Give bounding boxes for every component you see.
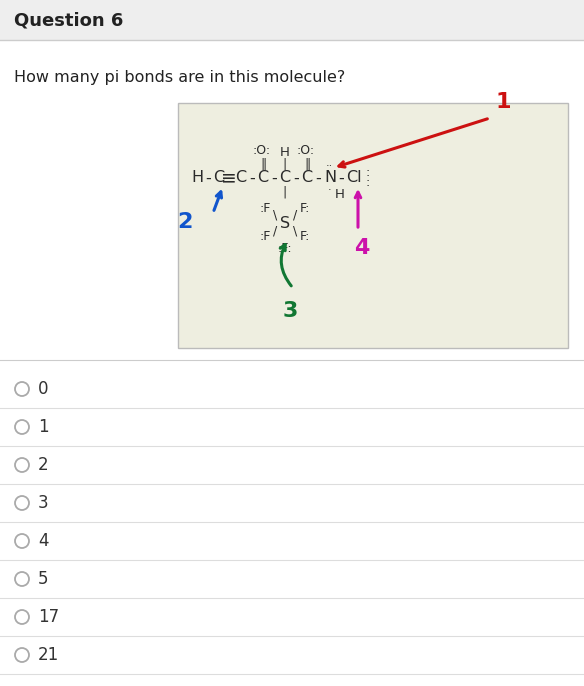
Text: 5: 5: [38, 570, 48, 588]
Text: \: \: [273, 209, 277, 222]
Text: /: /: [293, 209, 297, 222]
Text: F:: F:: [300, 230, 310, 244]
Text: 0: 0: [38, 380, 48, 398]
Text: ··: ··: [325, 161, 333, 171]
Text: S: S: [280, 215, 290, 230]
Text: C: C: [301, 171, 312, 185]
Text: :F: :F: [259, 230, 271, 244]
Text: 3: 3: [38, 494, 48, 512]
Text: |: |: [283, 185, 287, 198]
Text: ·: ·: [328, 185, 332, 195]
Text: C: C: [279, 171, 291, 185]
Text: \: \: [293, 224, 297, 237]
Text: :O:: :O:: [253, 145, 271, 158]
Text: 4: 4: [38, 532, 48, 550]
Text: H: H: [191, 171, 203, 185]
Text: :F: :F: [259, 202, 271, 215]
Text: F:: F:: [300, 202, 310, 215]
Text: Cl: Cl: [346, 171, 362, 185]
Text: 4: 4: [354, 238, 370, 258]
Text: 21: 21: [38, 646, 59, 664]
Text: -: -: [271, 171, 277, 185]
Text: :: :: [366, 176, 370, 189]
Text: N: N: [324, 171, 336, 185]
Text: -: -: [205, 171, 211, 185]
Text: How many pi bonds are in this molecule?: How many pi bonds are in this molecule?: [14, 70, 345, 85]
Text: C: C: [213, 171, 225, 185]
Text: -: -: [249, 171, 255, 185]
Text: Question 6: Question 6: [14, 11, 123, 29]
Text: /: /: [273, 224, 277, 237]
Bar: [0, 0, 584, 40]
Text: -: -: [293, 171, 299, 185]
Text: 2: 2: [38, 456, 48, 474]
Text: ‖: ‖: [304, 158, 310, 171]
Text: C: C: [258, 171, 269, 185]
Text: :O:: :O:: [297, 145, 315, 158]
Text: :: :: [366, 167, 370, 180]
Text: ≡: ≡: [221, 169, 237, 187]
Text: 3: 3: [282, 301, 298, 321]
Text: 2: 2: [178, 212, 193, 232]
Text: 1: 1: [38, 418, 48, 436]
Text: H: H: [280, 145, 290, 158]
Text: H: H: [335, 187, 345, 200]
Text: 1: 1: [496, 92, 512, 112]
Text: :F:: :F:: [277, 242, 293, 255]
Text: -: -: [338, 171, 344, 185]
Text: -: -: [315, 171, 321, 185]
FancyBboxPatch shape: [178, 103, 568, 348]
Text: 17: 17: [38, 608, 59, 626]
Text: C: C: [235, 171, 246, 185]
Text: |: |: [283, 158, 287, 171]
Text: ‖: ‖: [260, 158, 266, 171]
